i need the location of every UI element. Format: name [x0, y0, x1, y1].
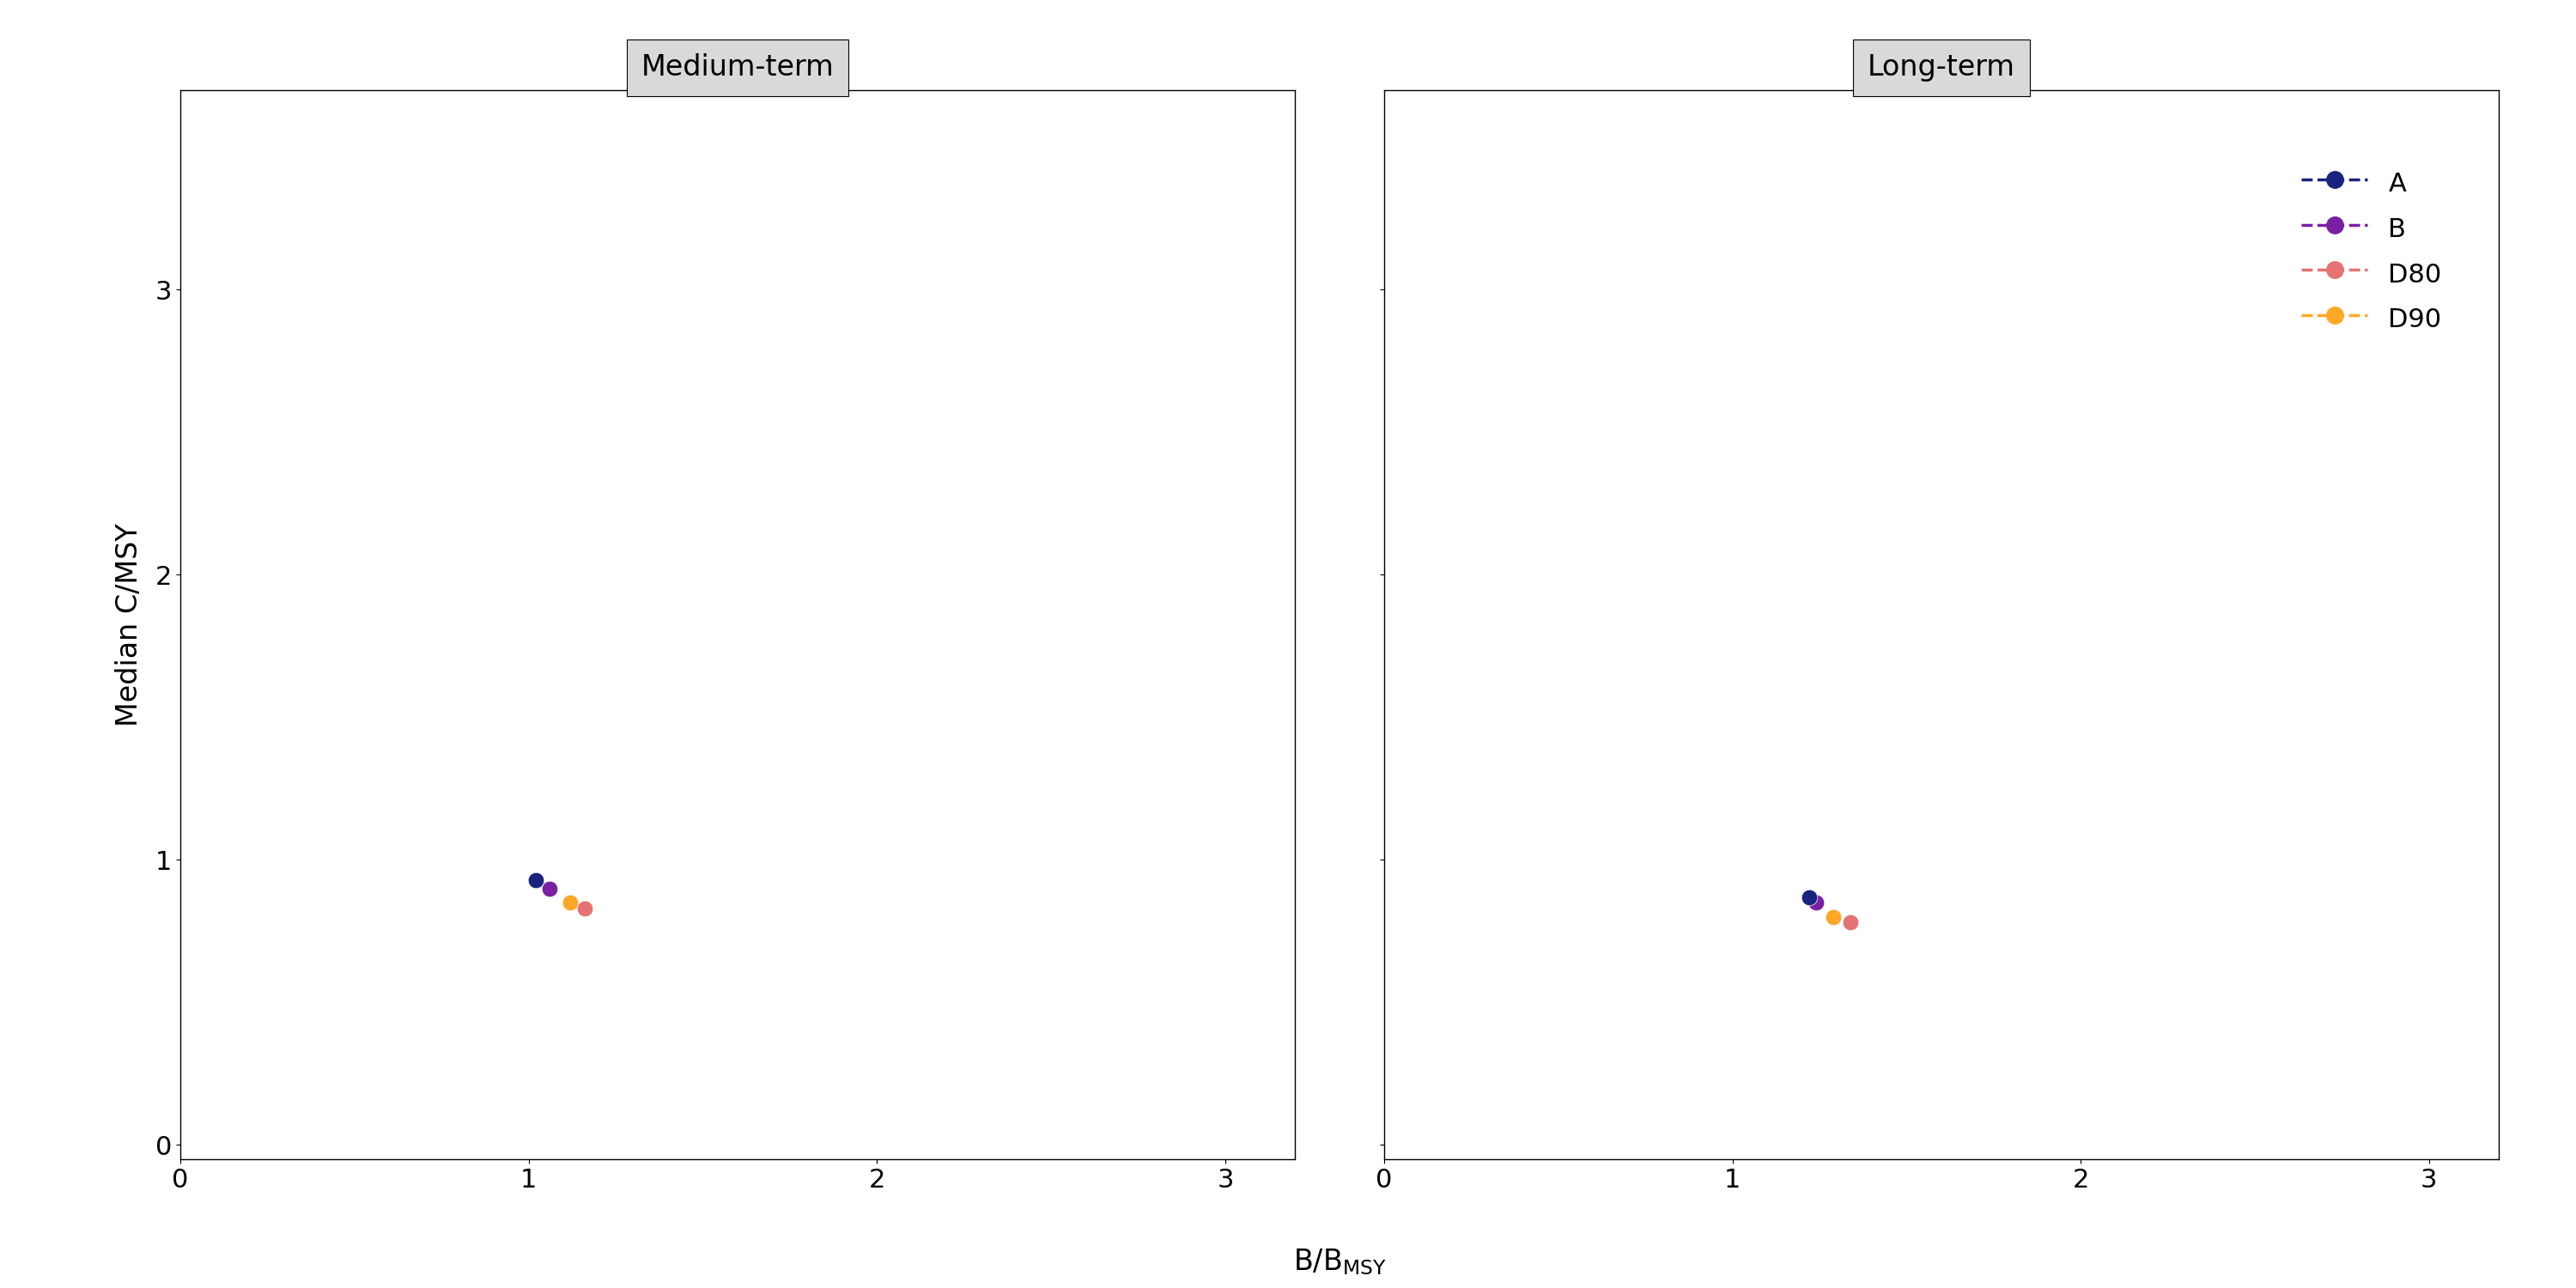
Point	[549, 893, 590, 913]
Title: Long-term: Long-term	[1868, 54, 2014, 82]
Point	[1788, 886, 1829, 907]
Point	[564, 898, 605, 918]
Text: B/B$_\mathregular{MSY}$: B/B$_\mathregular{MSY}$	[1293, 1247, 1386, 1278]
Title: Medium-term: Medium-term	[641, 54, 835, 82]
Legend: A, B, D80, D90: A, B, D80, D90	[2290, 157, 2452, 345]
Point	[1795, 893, 1837, 913]
Point	[515, 869, 556, 890]
Point	[1829, 912, 1870, 933]
Y-axis label: Median C/MSY: Median C/MSY	[116, 523, 144, 726]
Point	[528, 878, 569, 899]
Point	[1814, 907, 1855, 927]
